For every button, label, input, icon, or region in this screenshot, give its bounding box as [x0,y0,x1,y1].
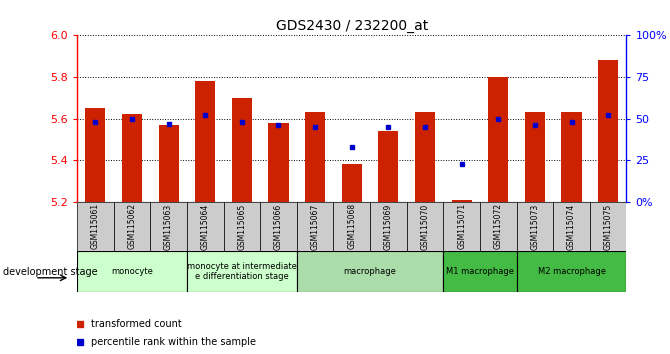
Text: GSM115072: GSM115072 [494,203,502,249]
Bar [122,114,142,202]
Bar [334,202,370,251]
Bar [590,202,626,251]
Bar [224,202,260,251]
Bar [195,81,215,202]
Bar [342,164,362,202]
Bar [480,202,517,251]
Bar [525,112,545,202]
Bar [85,108,105,202]
Text: GSM115066: GSM115066 [274,203,283,250]
Text: GSM115065: GSM115065 [237,203,247,250]
Bar [379,131,399,202]
Text: GSM115074: GSM115074 [567,203,576,250]
Bar [415,112,435,202]
Bar [187,202,224,251]
Text: percentile rank within the sample: percentile rank within the sample [91,337,256,347]
Bar [260,202,297,251]
Bar [77,202,114,251]
Bar [561,112,582,202]
Bar [269,123,289,202]
Text: monocyte at intermediate
e differentiation stage: monocyte at intermediate e differentiati… [187,262,297,281]
Bar [114,202,150,251]
Bar [370,202,407,251]
Text: GSM115068: GSM115068 [347,203,356,249]
Bar [297,251,444,292]
Text: GSM115069: GSM115069 [384,203,393,250]
Text: GSM115061: GSM115061 [91,203,100,249]
Bar [517,202,553,251]
Bar [150,202,187,251]
Bar [517,251,626,292]
Title: GDS2430 / 232200_at: GDS2430 / 232200_at [275,19,428,33]
Bar [444,251,517,292]
Bar [407,202,444,251]
Bar [187,251,297,292]
Text: macrophage: macrophage [344,267,397,276]
Text: GSM115075: GSM115075 [604,203,612,250]
Bar [452,200,472,202]
Bar [598,60,618,202]
Bar [232,98,252,202]
Bar [159,125,179,202]
Text: transformed count: transformed count [91,319,182,329]
Text: GSM115063: GSM115063 [164,203,173,250]
Text: development stage: development stage [3,267,98,277]
Bar [444,202,480,251]
Text: GSM115062: GSM115062 [127,203,137,249]
Text: M2 macrophage: M2 macrophage [537,267,606,276]
Text: M1 macrophage: M1 macrophage [446,267,514,276]
Text: GSM115071: GSM115071 [457,203,466,249]
Bar [553,202,590,251]
Bar [77,251,187,292]
Text: GSM115064: GSM115064 [201,203,210,250]
Text: GSM115070: GSM115070 [421,203,429,250]
Text: monocyte: monocyte [111,267,153,276]
Bar [297,202,334,251]
Text: GSM115067: GSM115067 [311,203,320,250]
Text: GSM115073: GSM115073 [531,203,539,250]
Bar [305,112,325,202]
Bar [488,77,509,202]
